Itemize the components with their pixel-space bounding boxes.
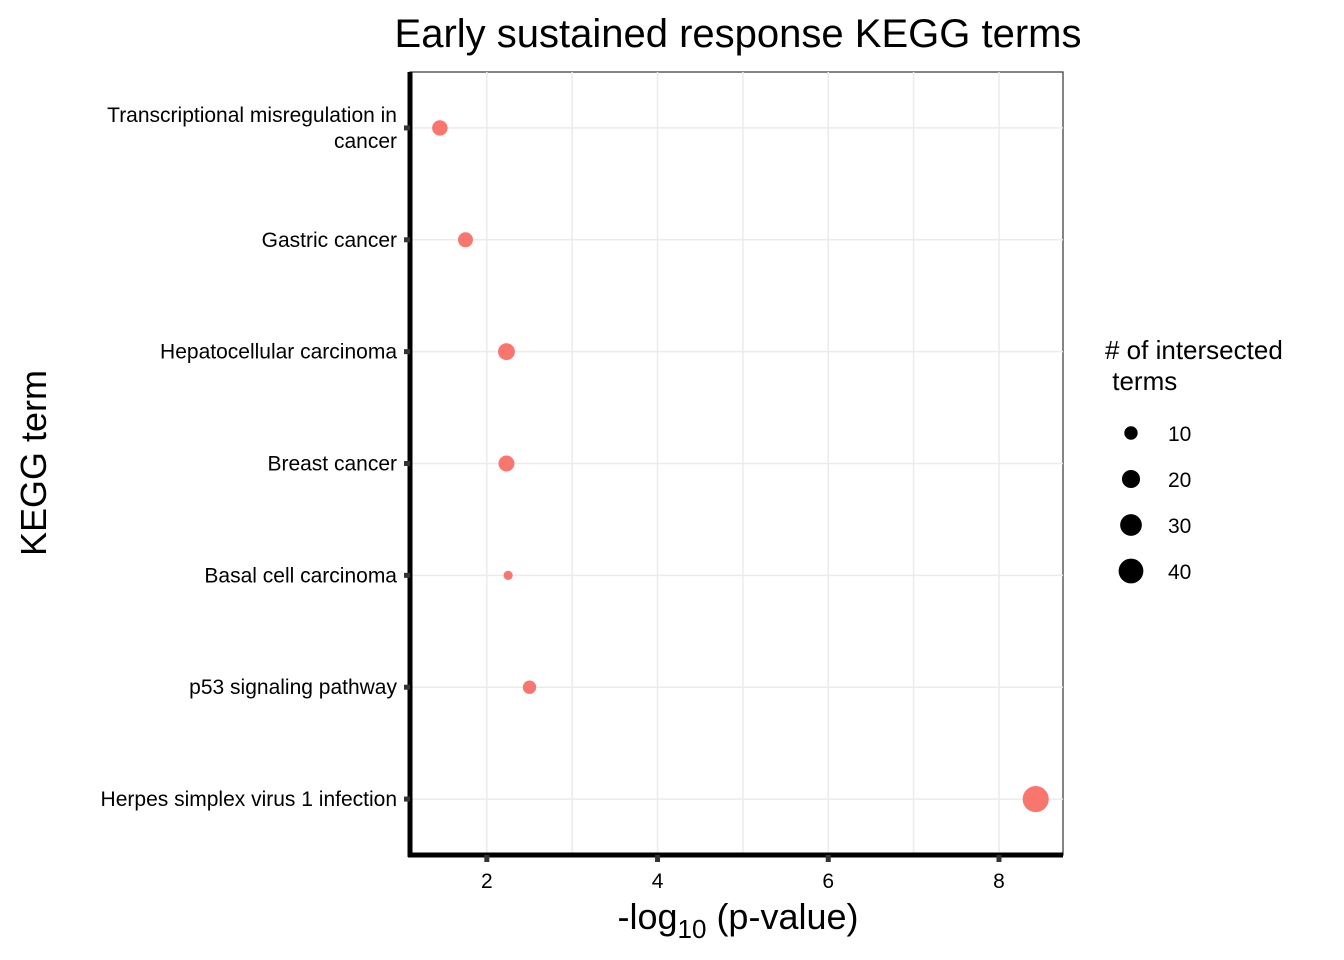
data-point bbox=[457, 232, 473, 248]
legend-title-line-2: terms bbox=[1105, 366, 1177, 396]
chart-title: Early sustained response KEGG terms bbox=[395, 12, 1082, 56]
y-tick-label: Basal cell carcinoma bbox=[204, 564, 397, 587]
y-tick-label-line: cancer bbox=[334, 130, 397, 153]
y-tick-label-line: p53 signaling pathway bbox=[189, 676, 397, 699]
legend-key-circle bbox=[1124, 426, 1138, 440]
data-point bbox=[432, 120, 448, 136]
y-tick-label: p53 signaling pathway bbox=[189, 676, 397, 699]
y-tick-label-line: Herpes simplex virus 1 infection bbox=[101, 788, 397, 811]
y-tick-label-line: Gastric cancer bbox=[262, 229, 397, 252]
legend-label: 10 bbox=[1168, 423, 1191, 446]
y-tick-label-line: Transcriptional misregulation in bbox=[107, 104, 397, 127]
x-tick-label: 6 bbox=[822, 870, 834, 893]
data-point bbox=[498, 455, 515, 472]
legend-title-line-1: # of intersected bbox=[1105, 335, 1283, 365]
legend-title: # of intersected terms bbox=[1105, 335, 1283, 396]
legend-label: 40 bbox=[1168, 561, 1191, 584]
size-legend: # of intersected terms 10 20 30 40 bbox=[1105, 335, 1283, 584]
y-tick-label-line: Breast cancer bbox=[267, 453, 397, 476]
legend-key-circle bbox=[1121, 469, 1141, 489]
y-axis-title: KEGG term bbox=[13, 370, 54, 556]
x-axis-ticks: 2 4 6 8 bbox=[481, 855, 1005, 893]
data-point bbox=[1022, 785, 1049, 813]
data-point bbox=[498, 343, 515, 361]
x-tick-label: 2 bbox=[481, 870, 493, 893]
plot-panel bbox=[407, 71, 1064, 858]
y-tick-label: Transcriptional misregulation in cancer bbox=[107, 104, 397, 153]
legend-label: 30 bbox=[1168, 515, 1191, 538]
y-tick-label-line: Hepatocellular carcinoma bbox=[160, 341, 397, 364]
legend-key-circle bbox=[1120, 514, 1142, 536]
legend-key-circle bbox=[1118, 558, 1144, 584]
data-points bbox=[432, 120, 1049, 813]
x-tick-label: 4 bbox=[652, 870, 664, 893]
y-tick-label-line: Basal cell carcinoma bbox=[204, 564, 397, 587]
y-tick-label: Gastric cancer bbox=[262, 229, 397, 252]
x-axis-title: -log10 (p-value) bbox=[617, 896, 858, 944]
legend-label: 20 bbox=[1168, 469, 1191, 492]
y-tick-label: Hepatocellular carcinoma bbox=[160, 341, 397, 364]
y-tick-label: Breast cancer bbox=[267, 453, 397, 476]
gridlines bbox=[410, 72, 1063, 855]
data-point bbox=[522, 680, 537, 694]
data-point bbox=[503, 570, 513, 580]
y-tick-label: Herpes simplex virus 1 infection bbox=[101, 788, 397, 811]
x-tick-label: 8 bbox=[993, 870, 1005, 893]
y-axis-ticks: Transcriptional misregulation in cancer Ga… bbox=[101, 104, 410, 811]
